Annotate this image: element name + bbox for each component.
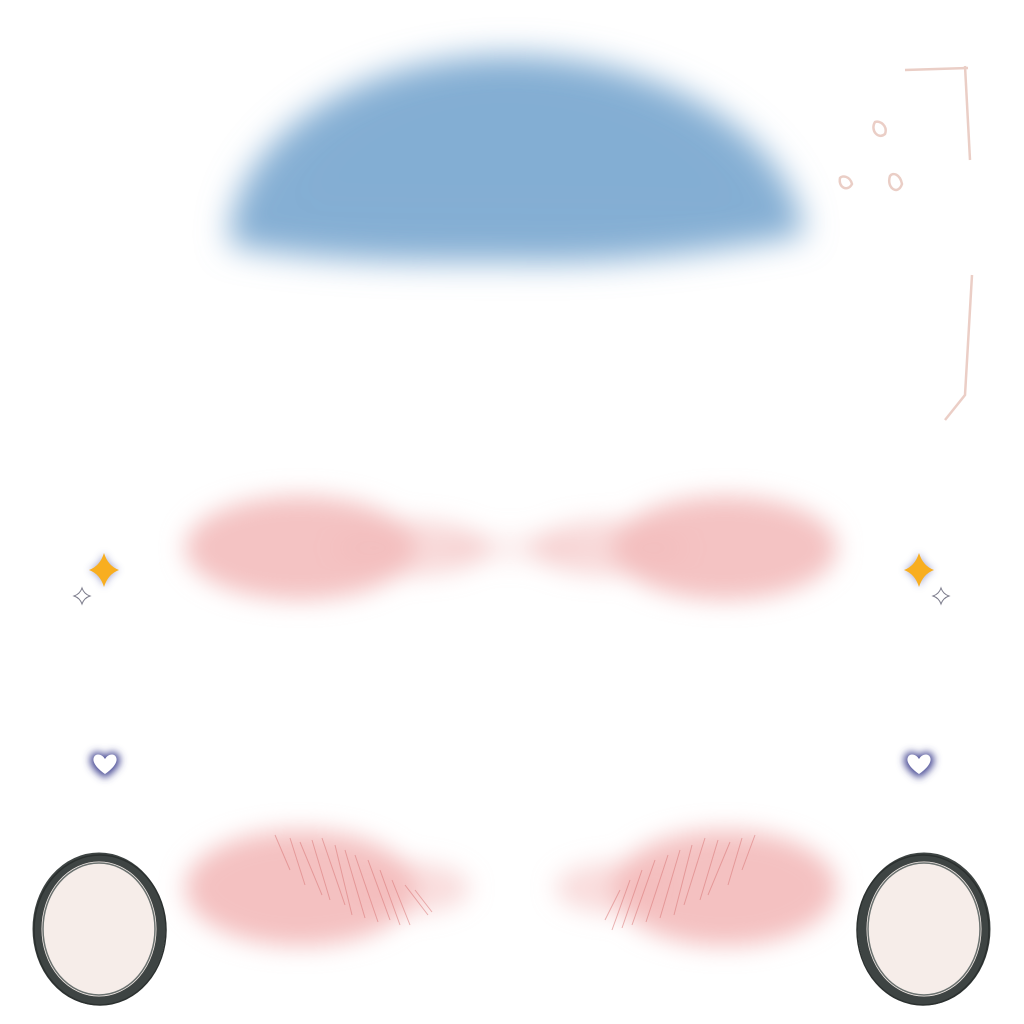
heart-left bbox=[90, 751, 120, 778]
eye-highlight-left bbox=[32, 852, 167, 1006]
blush-upper-right bbox=[613, 496, 837, 600]
sparkle-right bbox=[904, 553, 951, 606]
blush-lower-left bbox=[185, 830, 415, 946]
blush-strokes-left bbox=[274, 834, 433, 926]
sketch-marks bbox=[838, 65, 974, 421]
blush-upper-left bbox=[185, 496, 415, 600]
forehead-shadow bbox=[229, 54, 806, 263]
eye-highlight-right bbox=[856, 852, 991, 1006]
blush-lower-right bbox=[613, 830, 837, 946]
blush-strokes-right bbox=[604, 834, 756, 931]
sparkle-left bbox=[72, 553, 119, 606]
heart-right bbox=[904, 751, 934, 778]
blush-lower bbox=[185, 830, 837, 946]
blush-upper bbox=[185, 496, 837, 600]
